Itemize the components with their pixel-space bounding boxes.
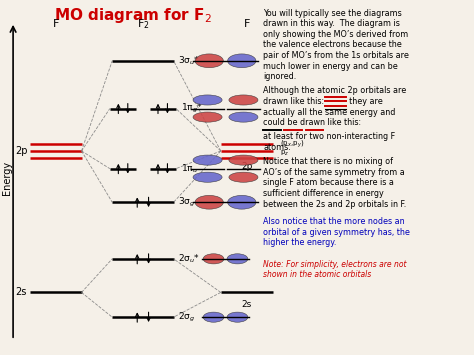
Text: Notice that there is no mixing of: Notice that there is no mixing of [263, 157, 393, 166]
Text: 2σ$_g$: 2σ$_g$ [178, 311, 196, 324]
Ellipse shape [193, 172, 222, 182]
Text: drawn like this:          they are: drawn like this: they are [263, 97, 383, 106]
Ellipse shape [229, 172, 258, 182]
Text: higher the energy.: higher the energy. [263, 239, 337, 247]
Text: MO diagram for F$_2$: MO diagram for F$_2$ [55, 6, 212, 25]
Ellipse shape [229, 112, 258, 122]
Ellipse shape [229, 95, 258, 105]
Ellipse shape [227, 254, 248, 264]
Text: could be drawn like this:: could be drawn like this: [263, 118, 361, 127]
Text: pair of MO’s from the 1s orbitals are: pair of MO’s from the 1s orbitals are [263, 51, 409, 60]
Ellipse shape [228, 195, 256, 209]
Ellipse shape [193, 155, 222, 165]
Text: between the 2s and 2p orbitals in F.: between the 2s and 2p orbitals in F. [263, 200, 407, 208]
Text: F: F [53, 19, 59, 29]
Text: 2σ$_u$*: 2σ$_u$* [178, 252, 201, 265]
Text: ignored.: ignored. [263, 72, 297, 81]
Text: Energy: Energy [2, 160, 12, 195]
Text: (p$_x$,p$_y$): (p$_x$,p$_y$) [280, 138, 304, 149]
Text: sufficient difference in energy: sufficient difference in energy [263, 189, 384, 198]
Ellipse shape [193, 112, 222, 122]
Text: 2s: 2s [16, 288, 27, 297]
Text: orbital of a given symmetry has, the: orbital of a given symmetry has, the [263, 228, 410, 237]
Text: drawn in this way.  The diagram is: drawn in this way. The diagram is [263, 19, 400, 28]
Text: the valence electrons because the: the valence electrons because the [263, 40, 402, 49]
Ellipse shape [229, 155, 258, 165]
Text: Note: For simplicity, electrons are not: Note: For simplicity, electrons are not [263, 260, 407, 269]
Text: 1π$_u$: 1π$_u$ [181, 162, 198, 175]
Ellipse shape [227, 312, 248, 322]
Text: Although the atomic 2p orbitals are: Although the atomic 2p orbitals are [263, 86, 407, 95]
Text: You will typically see the diagrams: You will typically see the diagrams [263, 9, 402, 17]
Ellipse shape [203, 312, 224, 322]
Text: only showing the MO’s derived from: only showing the MO’s derived from [263, 30, 409, 39]
Text: 2p: 2p [241, 162, 253, 171]
Ellipse shape [193, 95, 222, 105]
Ellipse shape [203, 254, 224, 264]
Text: actually all the same energy and: actually all the same energy and [263, 108, 396, 116]
Text: 3σ$_g$: 3σ$_g$ [178, 196, 196, 209]
Text: F$_2$: F$_2$ [137, 17, 149, 31]
Text: Also notice that the more nodes an: Also notice that the more nodes an [263, 217, 405, 226]
Text: 2s: 2s [242, 300, 252, 309]
Text: 1π$_g$*: 1π$_g$* [181, 102, 202, 115]
Text: 3σ$_u$*: 3σ$_u$* [178, 55, 201, 67]
Text: AO’s of the same symmetry from a: AO’s of the same symmetry from a [263, 168, 405, 177]
Text: F: F [244, 19, 250, 29]
Text: much lower in energy and can be: much lower in energy and can be [263, 62, 398, 71]
Text: shown in the atomic orbitals: shown in the atomic orbitals [263, 270, 372, 279]
Text: p$_z$: p$_z$ [280, 148, 289, 158]
Ellipse shape [195, 54, 223, 68]
Ellipse shape [195, 195, 223, 209]
Ellipse shape [228, 54, 256, 68]
Text: 2p: 2p [15, 146, 27, 156]
Text: single F atom because there is a: single F atom because there is a [263, 178, 394, 187]
Text: at least for two non-interacting F: at least for two non-interacting F [263, 132, 395, 141]
Text: atoms.: atoms. [263, 143, 291, 152]
